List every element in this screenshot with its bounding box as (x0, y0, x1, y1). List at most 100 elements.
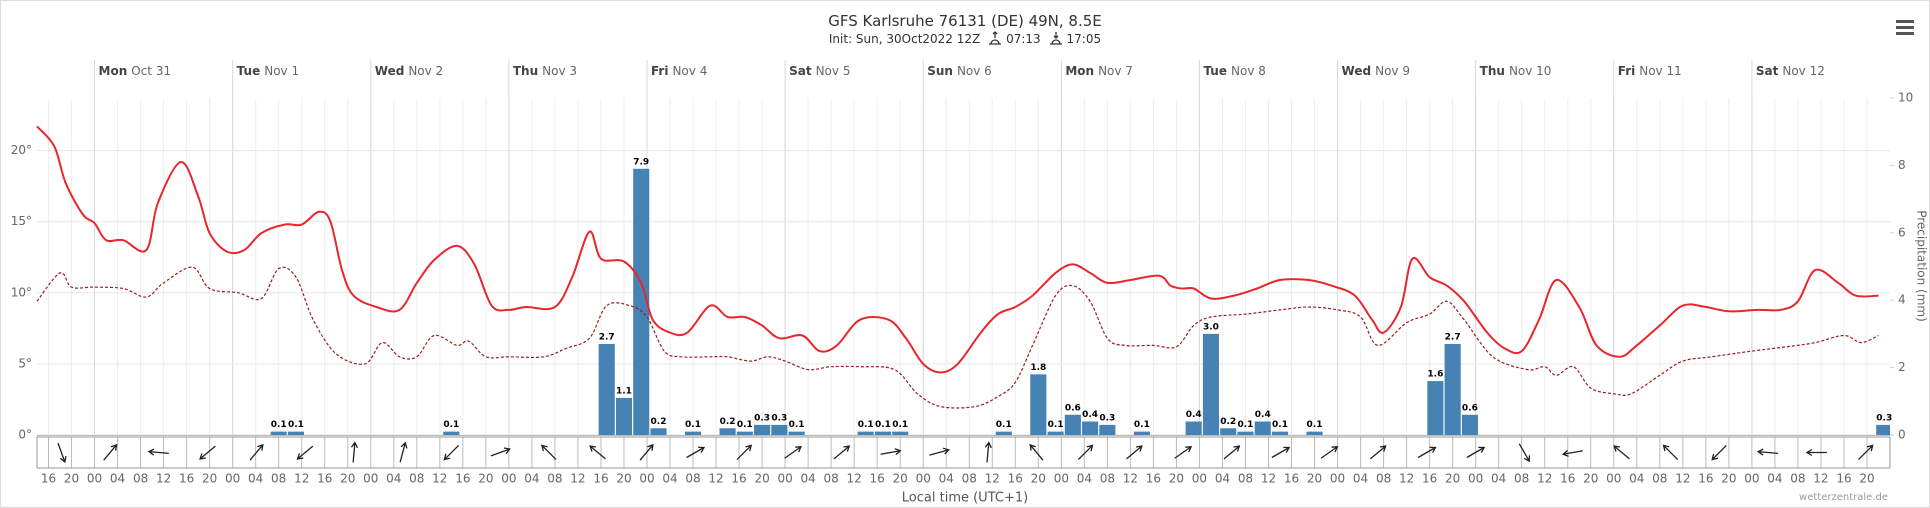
x-tick-label: 04 (1629, 472, 1644, 486)
x-tick-label: 12 (985, 472, 1000, 486)
credit: wetterzentrale.de (1799, 492, 1888, 503)
bar-value-label: 0.1 (1272, 420, 1288, 430)
x-tick-label: 20 (1031, 472, 1046, 486)
bar-value-label: 0.1 (892, 420, 908, 430)
x-tick-label: 16 (1008, 472, 1023, 486)
wind-arrow (736, 444, 753, 461)
day-weekday: Sun (927, 64, 953, 78)
x-tick-label: 00 (1468, 472, 1483, 486)
day-label: Mon Oct 31 (99, 64, 172, 78)
bar-value-label: 0.1 (737, 420, 753, 430)
x-tick-label: 16 (731, 472, 746, 486)
precipitation-bar (684, 431, 702, 435)
bar-value-label: 0.1 (288, 420, 304, 430)
x-tick-label: 12 (570, 472, 585, 486)
x-tick-label: 04 (1353, 472, 1368, 486)
x-tick-label: 04 (524, 472, 539, 486)
x-tick-label: 16 (179, 472, 194, 486)
bar-value-label: 2.7 (1445, 333, 1461, 343)
x-tick-label: 04 (939, 472, 954, 486)
day-label: Mon Nov 7 (1065, 64, 1133, 78)
wind-arrow (350, 441, 359, 463)
x-tick-label: 20 (1583, 472, 1598, 486)
wind-arrow (541, 444, 557, 461)
x-tick-label: 04 (110, 472, 125, 486)
precipitation-bars (270, 168, 1890, 435)
precipitation-bar (287, 431, 305, 435)
day-date: Nov 9 (1375, 64, 1410, 78)
x-tick-label: 08 (1514, 472, 1529, 486)
x-tick-label: 08 (409, 472, 424, 486)
x-tick-label: 00 (225, 472, 240, 486)
x-tick-label: 20 (340, 472, 355, 486)
menu-button[interactable] (1896, 20, 1914, 35)
x-tick-label: 16 (1698, 472, 1713, 486)
precipitation-bar (1220, 428, 1237, 435)
init-time: Init: Sun, 30Oct2022 12Z (828, 32, 981, 46)
day-weekday: Tue (1203, 64, 1227, 78)
bar-value-label: 0.4 (1255, 410, 1271, 420)
wind-arrow (443, 444, 460, 461)
precipitation-bar (1185, 421, 1202, 435)
x-tick-label: 08 (1238, 472, 1253, 486)
x-tick-label: 20 (1721, 472, 1736, 486)
x-tick-label: 16 (1146, 472, 1161, 486)
sunrise-icon (989, 31, 1002, 45)
x-tick-label: 20 (1859, 472, 1874, 486)
header: GFS Karlsruhe 76131 (DE) 49N, 8.5E Init:… (0, 12, 1930, 46)
x-tick-label: 16 (1284, 472, 1299, 486)
x-tick-label: 08 (133, 472, 148, 486)
wind-arrow (1369, 445, 1387, 460)
y2-tick-label: 2 (1898, 360, 1906, 374)
day-weekday: Wed (375, 64, 405, 78)
day-weekday: Fri (651, 64, 668, 78)
precipitation-bar (1047, 431, 1064, 435)
x-tick-label: 12 (1675, 472, 1690, 486)
menu-bar (1896, 20, 1914, 23)
y2-tick-label: 8 (1898, 158, 1906, 172)
precipitation-bar (270, 431, 287, 435)
bar-value-label: 0.6 (1462, 403, 1478, 413)
bar-value-label: 0.1 (1307, 420, 1323, 430)
bar-value-label: 0.1 (789, 420, 805, 430)
x-tick-label: 08 (1652, 472, 1667, 486)
bar-value-label: 1.6 (1427, 370, 1443, 380)
day-label: Wed Nov 9 (1342, 64, 1410, 78)
day-weekday: Sat (1756, 64, 1779, 78)
x-tick-label: 04 (800, 472, 815, 486)
x-tick-label: 16 (870, 472, 885, 486)
wind-arrow (984, 441, 992, 463)
day-label: Sat Nov 5 (789, 64, 850, 78)
bar-value-label: 0.2 (720, 417, 736, 427)
x-tick-label: 20 (893, 472, 908, 486)
wind-arrow (490, 447, 511, 457)
day-label: Thu Nov 10 (1480, 64, 1552, 78)
wind-arrow (639, 443, 654, 461)
wind-arrow (199, 445, 216, 460)
grid (37, 60, 1890, 468)
bar-value-label: 3.0 (1203, 322, 1219, 332)
wind-arrow (147, 448, 169, 456)
y2-tick-label: 0 (1898, 428, 1906, 442)
day-date: Nov 12 (1782, 64, 1825, 78)
bar-value-label: 0.6 (1065, 403, 1081, 413)
menu-bar (1896, 32, 1914, 35)
precipitation-bar (1876, 424, 1890, 435)
day-weekday: Tue (237, 64, 261, 78)
x-tick-label: 00 (639, 472, 654, 486)
wind-arrow (57, 442, 67, 464)
bar-value-label: 0.3 (1099, 413, 1115, 423)
day-label: Fri Nov 11 (1618, 64, 1682, 78)
y-tick-label: 0° (18, 428, 32, 442)
day-date: Nov 11 (1639, 64, 1682, 78)
wind-arrow (833, 445, 851, 460)
bar-value-label: 0.1 (1048, 420, 1064, 430)
wind-arrow (880, 448, 902, 456)
day-weekday: Thu (513, 64, 538, 78)
precipitation-bar (874, 431, 891, 435)
wind-arrow (1223, 445, 1241, 460)
precipitation-bar (650, 428, 667, 435)
x-tick-label: 00 (777, 472, 792, 486)
wind-arrow (249, 443, 264, 461)
